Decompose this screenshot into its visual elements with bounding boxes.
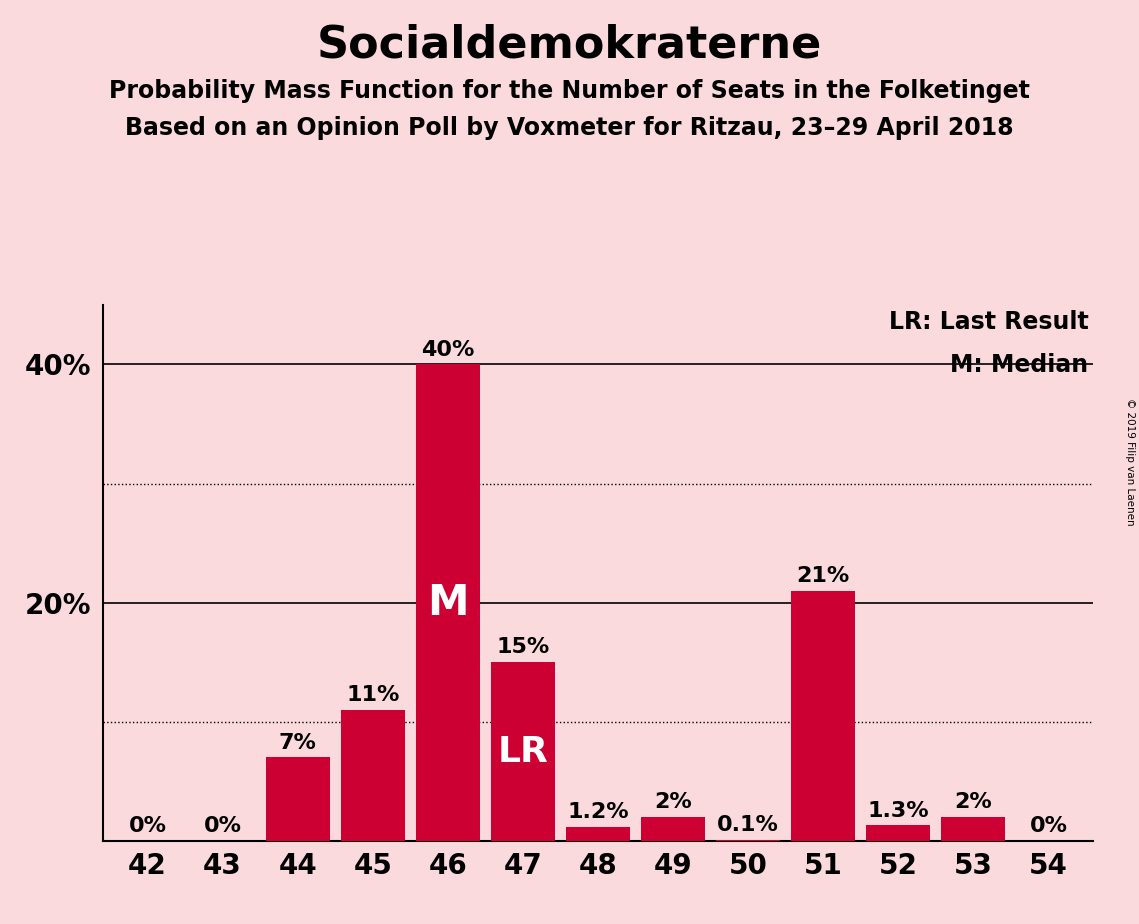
- Text: 2%: 2%: [654, 792, 691, 812]
- Text: M: M: [427, 581, 468, 624]
- Bar: [641, 817, 705, 841]
- Bar: [341, 710, 404, 841]
- Text: 7%: 7%: [279, 733, 317, 753]
- Text: 40%: 40%: [421, 340, 475, 359]
- Text: 2%: 2%: [954, 792, 992, 812]
- Text: LR: Last Result: LR: Last Result: [888, 310, 1089, 334]
- Text: 0%: 0%: [204, 816, 241, 836]
- Text: 15%: 15%: [497, 638, 549, 658]
- Text: 0.1%: 0.1%: [718, 815, 779, 835]
- Bar: [566, 827, 630, 841]
- Bar: [416, 364, 480, 841]
- Bar: [867, 825, 931, 841]
- Bar: [942, 817, 1006, 841]
- Text: 11%: 11%: [346, 685, 400, 705]
- Text: Socialdemokraterne: Socialdemokraterne: [317, 23, 822, 67]
- Text: M: Median: M: Median: [950, 353, 1089, 377]
- Bar: [792, 590, 855, 841]
- Text: 0%: 0%: [129, 816, 166, 836]
- Text: © 2019 Filip van Laenen: © 2019 Filip van Laenen: [1125, 398, 1134, 526]
- Text: 1.3%: 1.3%: [868, 800, 929, 821]
- Text: 21%: 21%: [796, 566, 850, 586]
- Text: 0%: 0%: [1030, 816, 1067, 836]
- Text: LR: LR: [498, 735, 548, 769]
- Bar: [491, 663, 555, 841]
- Text: Based on an Opinion Poll by Voxmeter for Ritzau, 23–29 April 2018: Based on an Opinion Poll by Voxmeter for…: [125, 116, 1014, 140]
- Bar: [265, 758, 329, 841]
- Text: Probability Mass Function for the Number of Seats in the Folketinget: Probability Mass Function for the Number…: [109, 79, 1030, 103]
- Text: 1.2%: 1.2%: [567, 802, 629, 821]
- Bar: [716, 840, 780, 841]
